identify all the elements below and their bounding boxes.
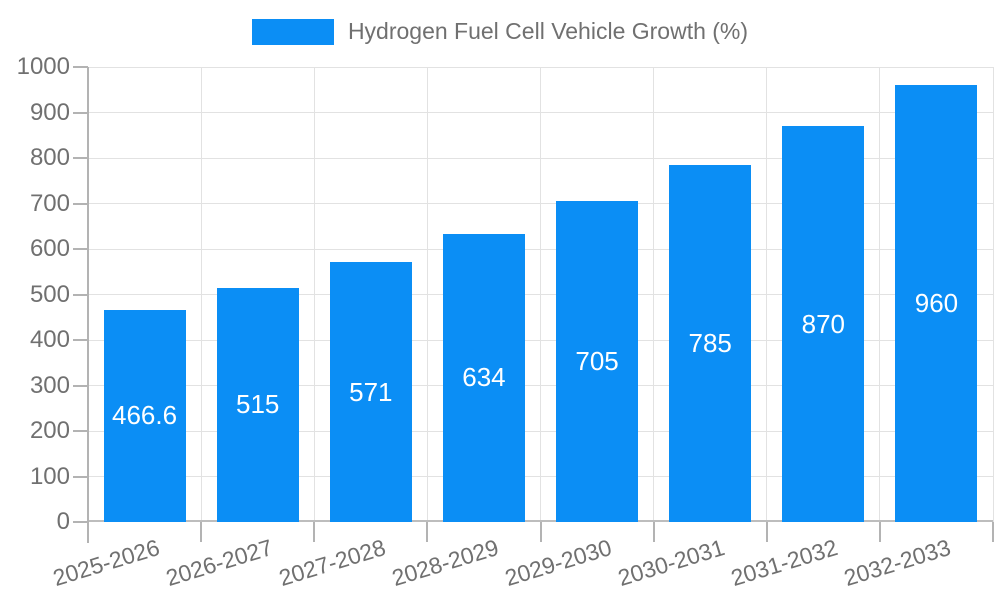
y-axis-tick xyxy=(73,339,88,341)
bar-value-label: 705 xyxy=(575,346,619,377)
x-gridline xyxy=(992,67,994,522)
y-axis-tick-label: 900 xyxy=(29,98,70,126)
x-gridline xyxy=(766,67,768,522)
x-axis-category-label: 2025-2026 xyxy=(49,534,163,592)
x-axis-tick xyxy=(992,522,994,542)
bar[interactable]: 515 xyxy=(216,287,299,522)
x-axis-line xyxy=(88,520,993,522)
y-axis-tick xyxy=(73,430,88,432)
x-axis-category-label: 2027-2028 xyxy=(275,534,389,592)
x-axis-tick xyxy=(539,522,542,542)
y-axis-tick-label: 100 xyxy=(29,462,70,490)
x-axis-category-label: 2030-2031 xyxy=(614,534,728,592)
bar-value-label: 466.6 xyxy=(112,400,178,431)
bar-value-label: 634 xyxy=(462,362,506,393)
y-axis-tick xyxy=(73,521,88,523)
x-axis-tick xyxy=(200,522,203,542)
y-axis-tick-label: 1000 xyxy=(16,53,70,80)
y-axis-tick xyxy=(73,384,88,387)
legend-label: Hydrogen Fuel Cell Vehicle Growth (%) xyxy=(347,18,749,44)
y-axis-line xyxy=(87,67,89,543)
x-axis-tick xyxy=(765,522,768,542)
legend: Hydrogen Fuel Cell Vehicle Growth (%) xyxy=(0,18,1000,45)
x-gridline xyxy=(200,67,202,522)
x-gridline xyxy=(426,67,428,522)
x-axis-category-label: 2031-2032 xyxy=(728,534,841,592)
y-axis-tick-label: 400 xyxy=(29,326,70,353)
x-gridline xyxy=(879,67,881,522)
y-axis-tick xyxy=(73,475,88,478)
y-axis-tick xyxy=(73,66,88,68)
x-gridline xyxy=(313,67,315,522)
bar[interactable]: 466.6 xyxy=(103,309,186,522)
bar[interactable]: 634 xyxy=(442,233,525,522)
bar[interactable]: 960 xyxy=(895,85,978,522)
y-axis-tick xyxy=(73,157,88,159)
x-axis-category-label: 2028-2029 xyxy=(388,534,502,592)
bar-value-label: 515 xyxy=(235,389,280,420)
bar-value-label: 960 xyxy=(914,288,959,319)
y-axis-tick xyxy=(73,293,88,296)
x-axis-tick xyxy=(313,522,316,542)
y-axis-tick xyxy=(73,111,88,114)
y-axis-tick-label: 600 xyxy=(29,235,70,262)
y-axis-tick-label: 800 xyxy=(29,144,70,171)
y-axis-tick-label: 0 xyxy=(56,508,70,535)
x-gridline xyxy=(540,67,541,522)
y-axis-tick-label: 300 xyxy=(29,371,70,399)
y-axis-tick-label: 500 xyxy=(29,280,70,308)
bar-value-label: 785 xyxy=(688,327,732,358)
plot-area: 466.6 515 571 634 705 785 870 960 xyxy=(88,66,994,522)
bar[interactable]: 785 xyxy=(669,164,752,522)
x-axis-category-label: 2026-2027 xyxy=(162,534,276,592)
y-axis-tick-label: 700 xyxy=(29,189,70,217)
y-axis-tick-label: 200 xyxy=(29,417,70,444)
bar-value-label: 571 xyxy=(349,376,393,407)
bar[interactable]: 705 xyxy=(556,201,639,522)
x-axis-tick xyxy=(426,522,429,542)
x-axis-tick xyxy=(878,522,881,542)
y-axis-tick xyxy=(73,248,88,250)
bar-value-label: 870 xyxy=(801,308,845,339)
y-axis-tick xyxy=(73,202,88,205)
bar[interactable]: 571 xyxy=(329,262,412,522)
legend-swatch xyxy=(251,18,334,45)
x-axis-tick xyxy=(652,522,655,542)
x-axis-category-label: 2032-2033 xyxy=(841,534,955,592)
x-gridline xyxy=(653,67,655,522)
bar[interactable]: 870 xyxy=(782,126,865,522)
x-axis-category-label: 2029-2030 xyxy=(501,534,615,592)
